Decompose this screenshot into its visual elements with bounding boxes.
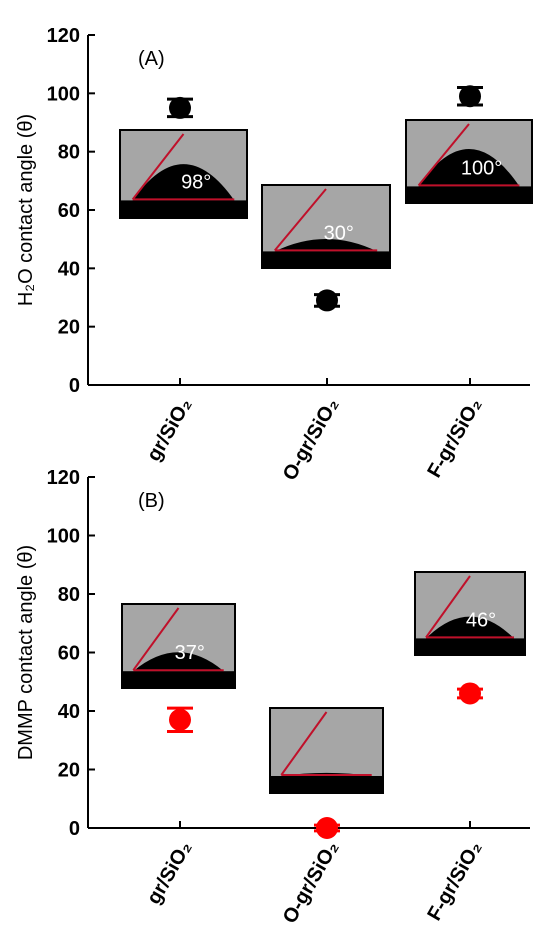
data-point bbox=[459, 85, 481, 107]
data-point bbox=[316, 817, 338, 839]
panel-label: (A) bbox=[138, 48, 165, 70]
inset-substrate bbox=[270, 776, 383, 793]
y-tick-label: 120 bbox=[47, 25, 80, 47]
y-tick-label: 60 bbox=[58, 643, 80, 665]
x-tick-label: F-gr/SiO₂ bbox=[423, 395, 486, 482]
y-tick-label: 80 bbox=[58, 584, 80, 606]
panel-label: (B) bbox=[138, 490, 165, 512]
data-point bbox=[169, 709, 191, 731]
y-tick-label: 40 bbox=[58, 701, 80, 723]
x-tick-label: O-gr/SiO₂ bbox=[279, 838, 344, 928]
y-axis-label: DMMP contact angle (θ) bbox=[15, 545, 37, 760]
y-tick-label: 0 bbox=[69, 818, 80, 840]
data-point bbox=[316, 289, 338, 311]
inset-label: 46° bbox=[466, 609, 496, 631]
x-tick-label: F-gr/SiO₂ bbox=[423, 838, 486, 925]
inset-label: 30° bbox=[324, 222, 354, 244]
y-tick-label: 40 bbox=[58, 258, 80, 280]
inset-substrate bbox=[120, 200, 247, 218]
inset-label: 37° bbox=[175, 642, 205, 664]
y-tick-label: 20 bbox=[58, 760, 80, 782]
inset-label: 98° bbox=[181, 171, 211, 193]
y-tick-label: 80 bbox=[58, 142, 80, 164]
y-tick-label: 0 bbox=[69, 375, 80, 397]
inset-substrate bbox=[406, 186, 532, 203]
figure: 0 20 40 60 80 100 120 H₂O contact angle (θ) (A) g… bbox=[0, 0, 544, 928]
inset-substrate bbox=[415, 638, 525, 655]
x-tick-label: gr/SiO₂ bbox=[143, 395, 197, 466]
y-tick-label: 20 bbox=[58, 317, 80, 339]
y-tick-label: 120 bbox=[47, 467, 80, 489]
x-tick-label: gr/SiO₂ bbox=[143, 838, 197, 909]
data-point bbox=[169, 97, 191, 119]
inset-label: 100° bbox=[461, 157, 502, 179]
y-tick-label: 60 bbox=[58, 200, 80, 222]
inset-substrate bbox=[262, 251, 390, 268]
y-tick-label: 100 bbox=[47, 83, 80, 105]
data-point bbox=[459, 682, 481, 704]
y-axis-label: H₂O contact angle (θ) bbox=[15, 114, 37, 306]
y-tick-label: 100 bbox=[47, 526, 80, 548]
inset-substrate bbox=[122, 671, 235, 688]
x-tick-label: O-gr/SiO₂ bbox=[279, 395, 344, 485]
